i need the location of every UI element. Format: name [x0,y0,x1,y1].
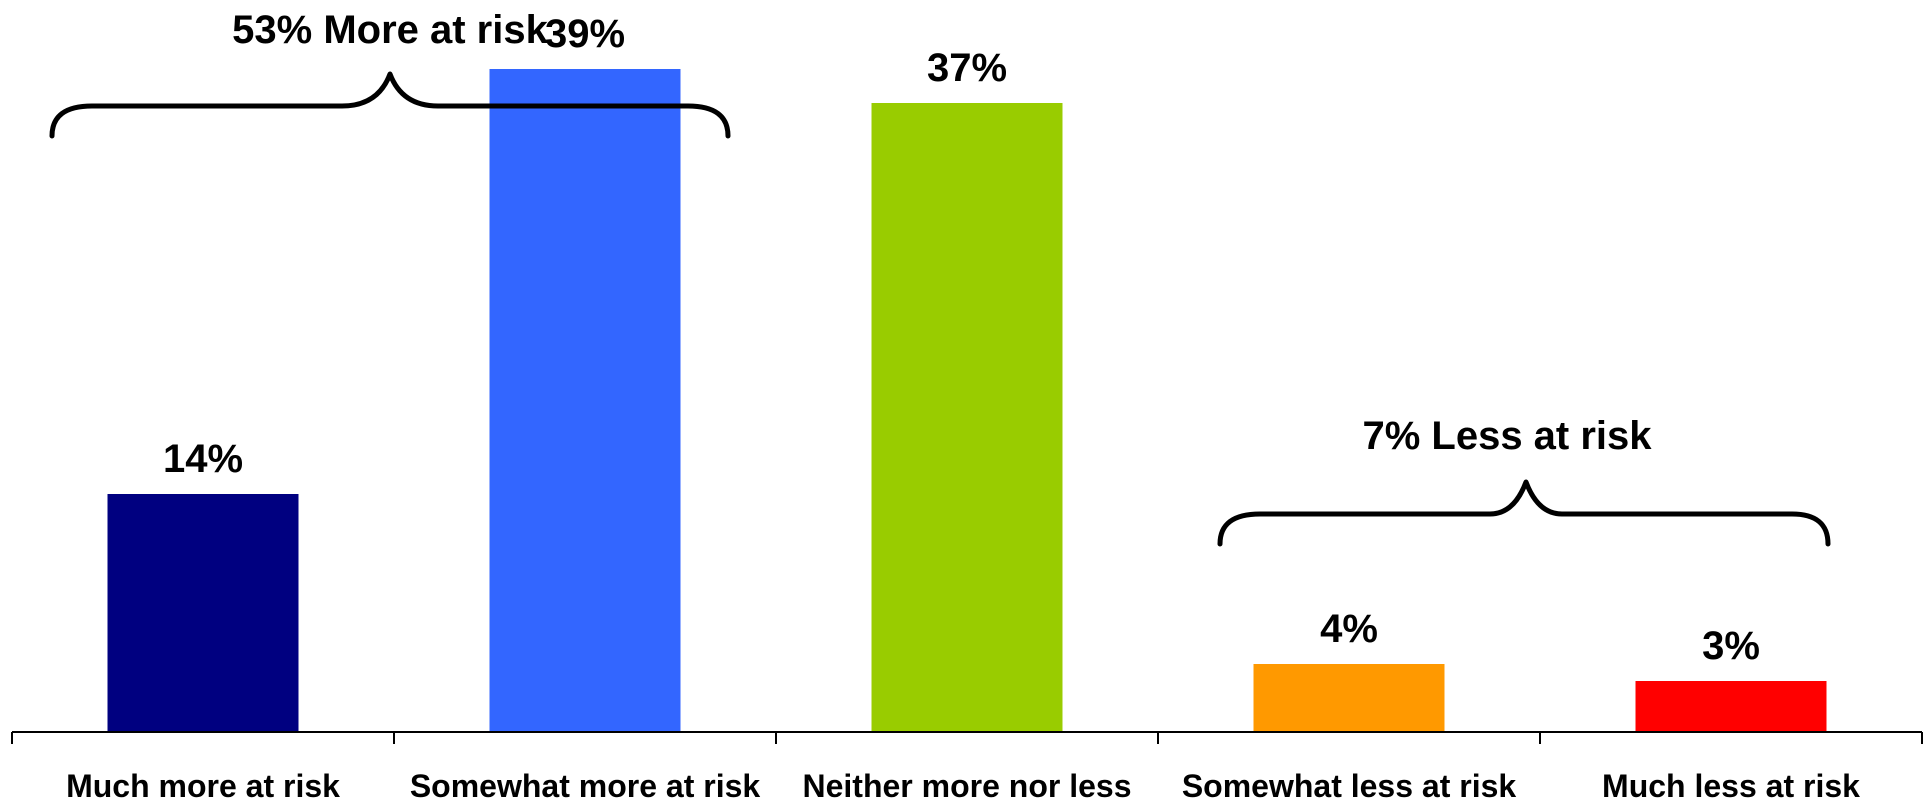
bar-3 [1253,664,1445,732]
category-label-1: Somewhat more at risk [410,768,761,802]
category-label-0: Much more at risk [66,768,340,802]
category-labels-layer: Much more at risk Somewhat more at risk Ne… [66,768,1860,802]
value-label-1: 39% [545,12,625,56]
bar-0 [107,494,299,732]
group-label-more-at-risk: 53% More at risk [232,8,548,52]
x-axis-ticks [11,732,1923,744]
group-label-less-at-risk: 7% Less at risk [1362,414,1652,458]
group-brace-less-at-risk [1217,479,1831,547]
value-label-3: 4% [1320,607,1378,651]
value-label-4: 3% [1702,624,1760,668]
group-brace-more-at-risk [49,71,731,139]
bars-layer [107,69,1827,732]
bar-1 [489,69,681,732]
bar-2 [871,103,1063,732]
category-label-2: Neither more nor less [803,768,1132,802]
category-label-4: Much less at risk [1602,768,1860,802]
category-label-3: Somewhat less at risk [1182,768,1517,802]
value-labels-layer: 14% 39% 37% 4% 3% [163,12,1760,668]
bar-4 [1635,681,1827,732]
value-label-2: 37% [927,46,1007,90]
value-label-0: 14% [163,437,243,481]
